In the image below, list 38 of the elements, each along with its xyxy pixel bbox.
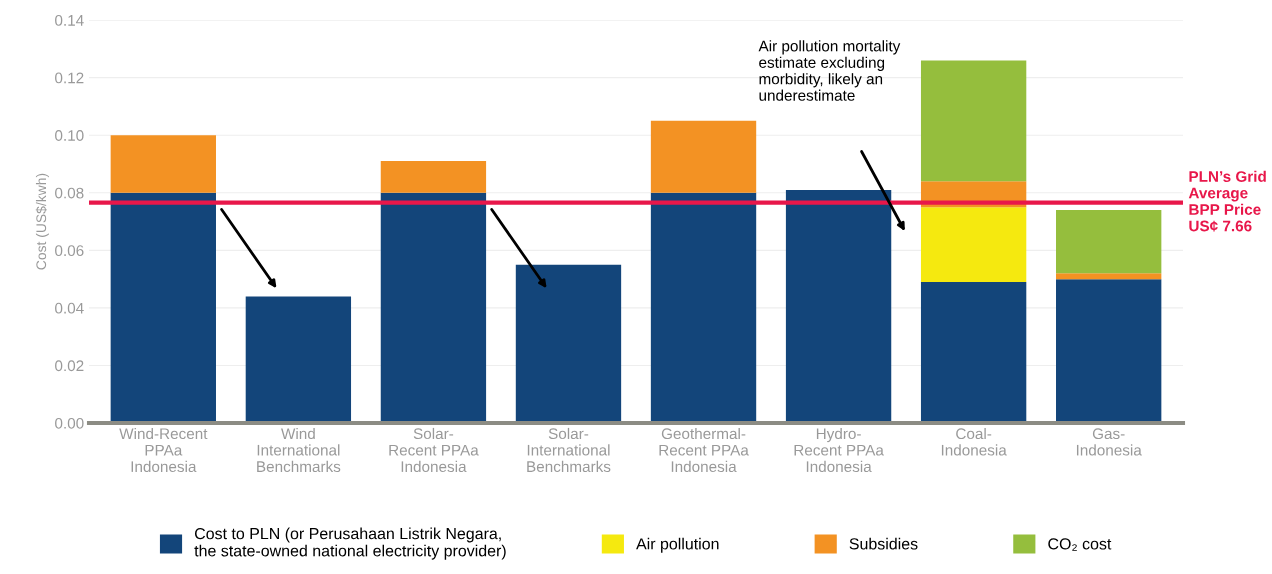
bar [380,161,487,193]
x-tick-label: Hydro- Recent PPAa Indonesia [794,427,884,473]
bar [920,282,1027,424]
x-tick-label: Gas- Indonesia [1076,428,1142,456]
legend-label: Cost to PLN (or Perusahaan Listrik Negara, the state-owned national electricity provider) [194,527,506,560]
annotation: Air pollution mortality estimate excluding morbidity, likely an underestimate [758,40,901,101]
bar [110,135,216,193]
bar [920,207,1027,283]
legend-label: CO₂ cost [1048,538,1112,551]
legend-label: Subsidies [849,537,918,550]
x-tick-label: Coal- Indonesia [941,427,1007,456]
legend-label: Air pollution [636,537,719,553]
bar [650,192,757,424]
bar [1056,273,1162,280]
y-tick-label: 0.10 [55,130,84,141]
bar [650,120,757,193]
x-tick-label: Geothermal- Recent PPAa Indonesia [659,427,749,473]
y-axis-title: Cost (US$/kwh) [35,173,49,270]
bar [380,192,487,424]
y-tick-label: 0.04 [55,302,84,314]
y-tick-label: 0.14 [55,14,84,26]
y-tick-label: 0.06 [55,245,84,257]
bar [1056,210,1162,274]
x-tick-label: Wind-Recent PPAa Indonesia [119,427,208,473]
ref-line-label: PLN’s Grid Average BPP Price US¢ 7.66 [1188,170,1266,232]
bar [1056,279,1162,424]
y-tick-label: 0.08 [55,187,84,199]
x-tick-label: Solar- Recent PPAa Indonesia [389,427,479,473]
y-tick-label: 0.12 [55,72,84,84]
x-tick-label: Wind International Benchmarks [257,427,341,473]
bar [785,189,892,424]
bar [920,60,1027,182]
x-tick-label: Solar- International Benchmarks [527,427,611,473]
y-tick-label: 0.00 [55,417,84,429]
bar [515,264,622,424]
bar [245,296,352,424]
y-tick-label: 0.02 [55,360,84,372]
bar [110,192,216,424]
